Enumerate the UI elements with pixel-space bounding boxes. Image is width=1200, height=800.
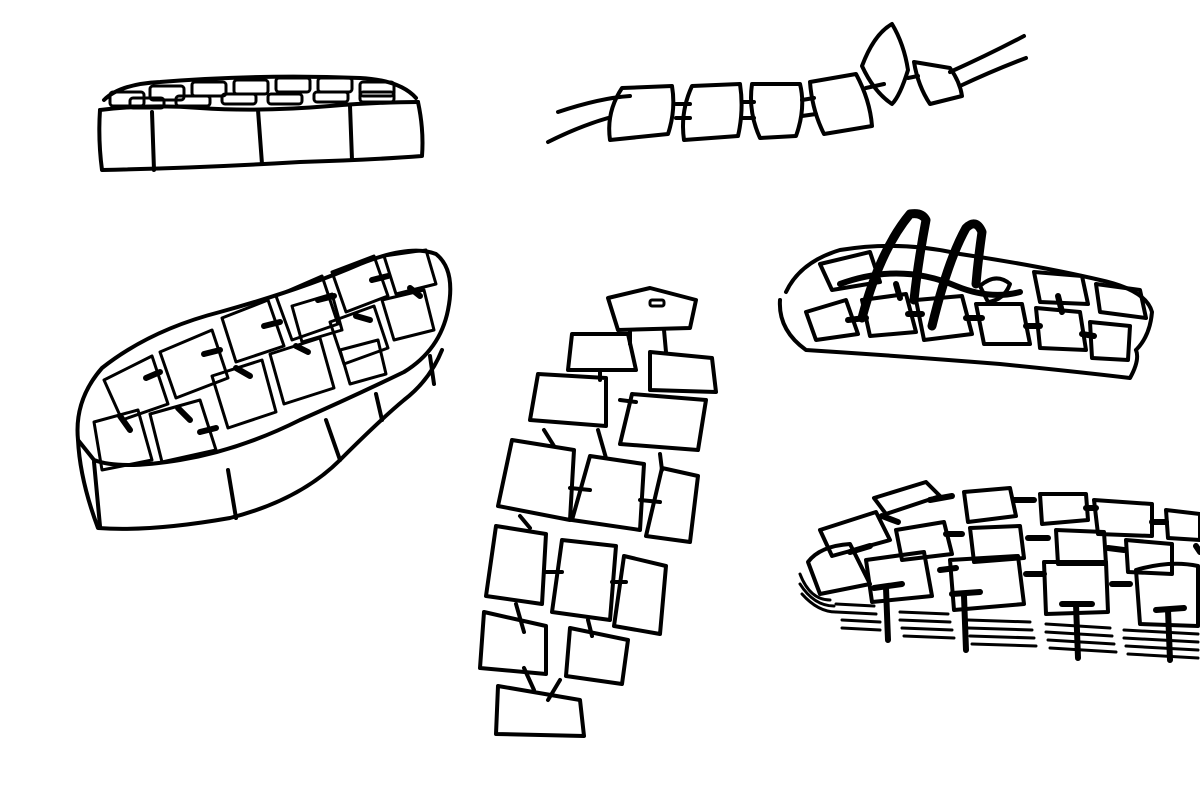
sole-top-view-grid [478,286,718,738]
sole-tile-grid [92,248,438,472]
sandal-with-straps [777,209,1154,380]
sandal-straps [837,209,1023,331]
flat-sole-side-view [97,74,425,172]
top-tile-row [108,76,396,110]
layer-pins [871,581,1187,663]
hinged-tile-strap [546,22,1028,144]
sandal-hinge-marks [845,281,1097,339]
layered-tile-sole [798,480,1200,663]
sole-perspective-tiled [75,248,453,531]
grid-hinge-marks [514,328,668,702]
sole-hinge-marks [117,273,423,435]
stacked-layers [798,572,1200,660]
tile-hinge-marks [847,493,1200,587]
